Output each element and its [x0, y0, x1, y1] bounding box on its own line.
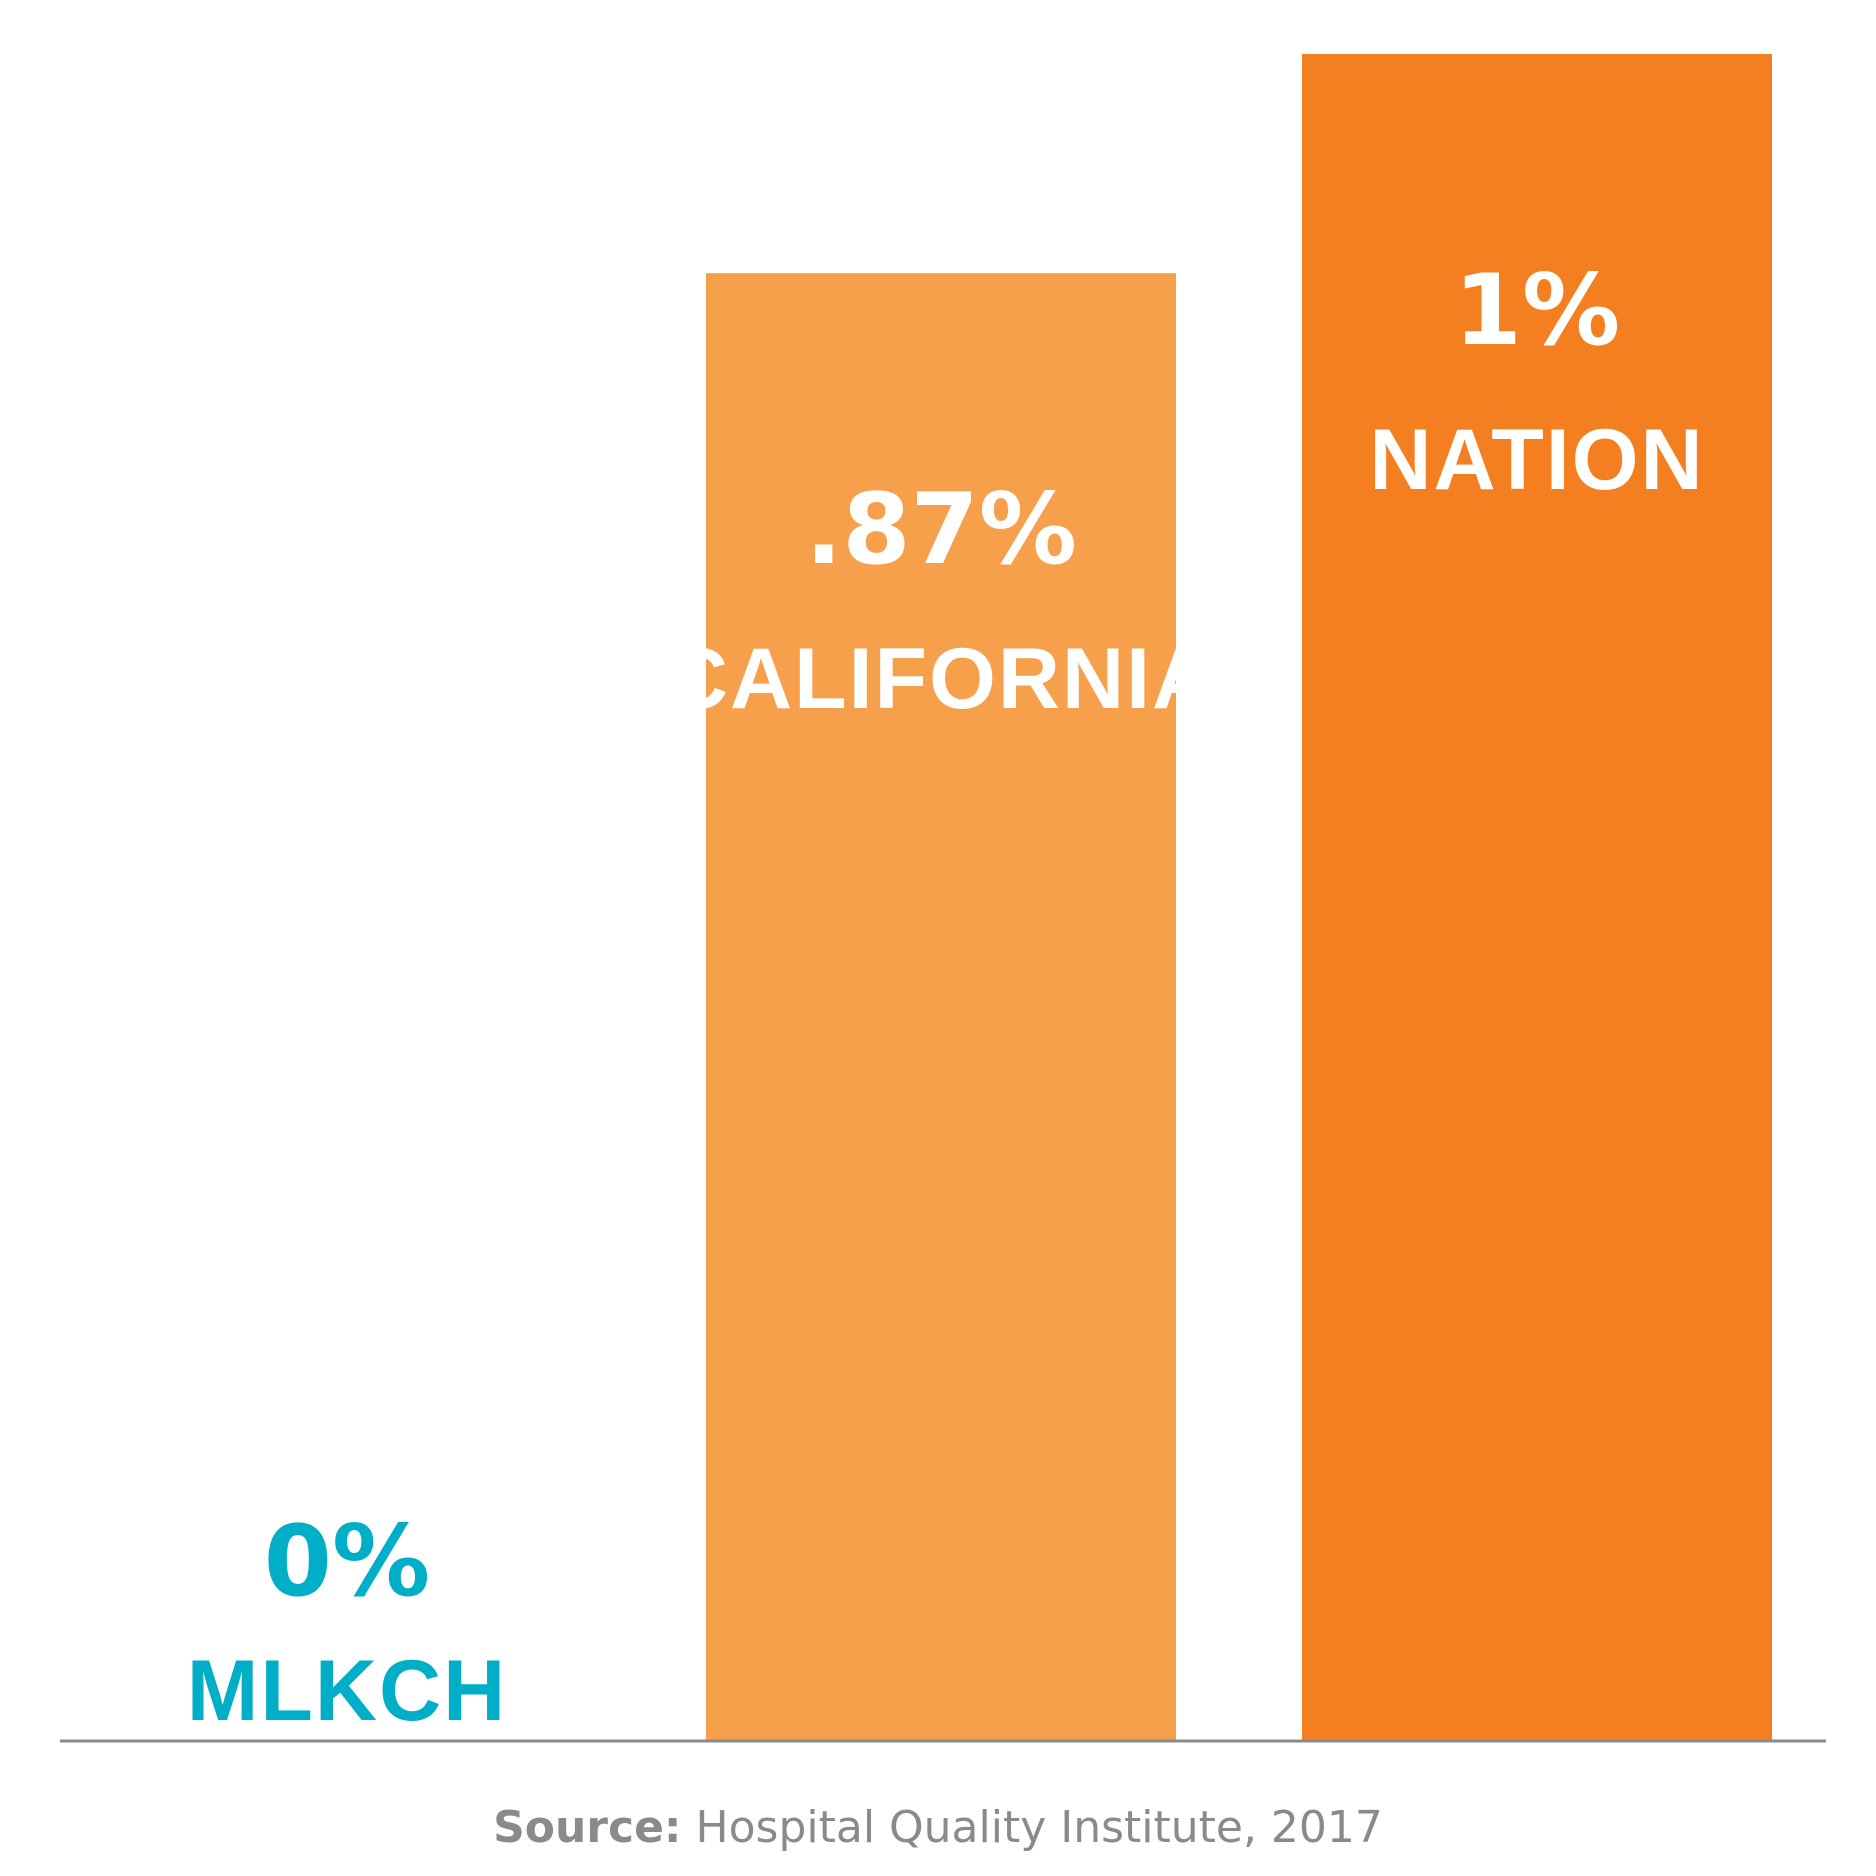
value-label-california: .87% [805, 473, 1077, 587]
value-label-nation: 1% [1454, 254, 1620, 368]
source-note: Source: Hospital Quality Institute, 2017 [0, 1802, 1876, 1853]
bar-nation [1302, 54, 1772, 1740]
category-label-mlkch: MLKCH [187, 1643, 508, 1739]
source-label: Source: [493, 1802, 682, 1853]
value-label-mlkch: 0% [264, 1505, 430, 1619]
bar-california [706, 273, 1176, 1741]
bars-group [706, 54, 1772, 1741]
source-text: Hospital Quality Institute, 2017 [681, 1802, 1383, 1853]
category-label-california: CALIFORNIA [666, 631, 1216, 727]
category-label-nation: NATION [1369, 412, 1704, 508]
labels-group: 0% MLKCH .87% CALIFORNIA 1% NATION [187, 254, 1704, 1739]
